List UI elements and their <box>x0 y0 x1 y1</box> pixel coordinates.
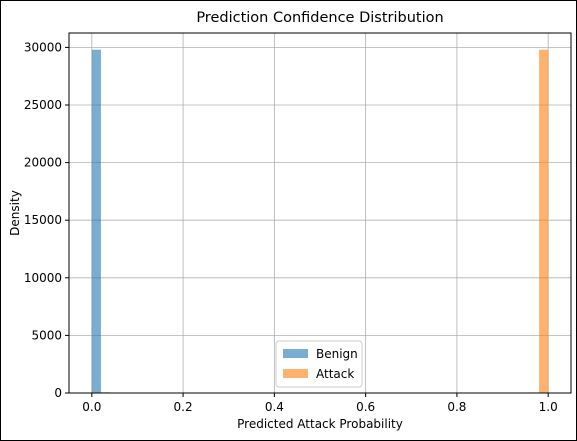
y-tick-label: 20000 <box>24 156 62 170</box>
legend-label-benign: Benign <box>316 347 358 361</box>
bar-attack <box>539 49 549 393</box>
x-tick-label: 0.8 <box>447 400 466 414</box>
x-tick-label: 0.6 <box>356 400 375 414</box>
y-tick-label: 15000 <box>24 213 62 227</box>
y-axis-ticks: 0 5000 10000 15000 20000 25000 30000 <box>24 40 69 400</box>
y-tick-label: 5000 <box>31 328 62 342</box>
x-tick-label: 1.0 <box>539 400 558 414</box>
legend: Benign Attack <box>275 340 363 388</box>
legend-swatch-attack <box>283 369 308 378</box>
legend-label-attack: Attack <box>316 367 354 381</box>
plot-frame <box>68 32 572 394</box>
x-tick-label: 0.0 <box>82 400 101 414</box>
bar-benign <box>91 49 101 393</box>
legend-swatch-benign <box>283 349 308 358</box>
y-tick-label: 10000 <box>24 271 62 285</box>
x-tick-label: 0.4 <box>265 400 284 414</box>
y-axis-label: Density <box>8 190 22 236</box>
chart-title: Prediction Confidence Distribution <box>196 10 443 26</box>
x-axis-label: Predicted Attack Probability <box>237 417 403 431</box>
x-tick-label: 0.2 <box>174 400 193 414</box>
x-axis-ticks: 0.0 0.2 0.4 0.6 0.8 1.0 <box>82 393 558 414</box>
y-tick-label: 0 <box>54 386 62 400</box>
y-tick-label: 30000 <box>24 40 62 54</box>
y-tick-label: 25000 <box>24 98 62 112</box>
